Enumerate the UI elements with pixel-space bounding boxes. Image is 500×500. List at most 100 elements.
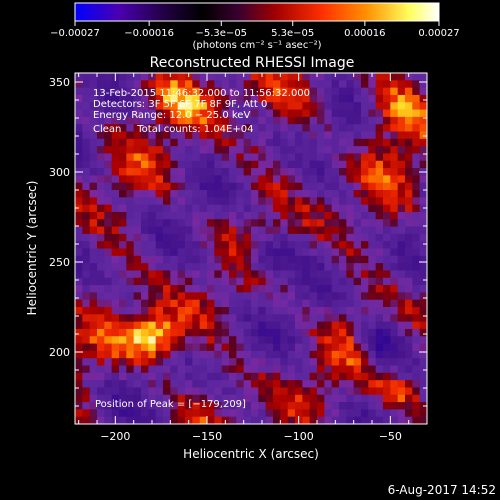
heatmap-cell (221, 175, 230, 184)
heatmap-cell (273, 219, 281, 227)
heatmap-cell (309, 380, 318, 388)
heatmap-cell (214, 277, 223, 286)
heatmap-cell (324, 277, 333, 286)
heatmap-cell (163, 336, 171, 344)
heatmap-cell (346, 182, 355, 191)
heatmap-cell (295, 241, 303, 249)
heatmap-cell (390, 160, 399, 169)
heatmap-cell (141, 131, 149, 140)
heatmap-cell (375, 270, 384, 279)
heatmap-cell (133, 307, 142, 315)
heatmap-cell (353, 299, 362, 308)
heatmap-cell (273, 153, 281, 162)
heatmap-cell (133, 336, 142, 344)
x-tick-label: −200 (100, 430, 130, 443)
heatmap-cell (258, 350, 267, 359)
heatmap-cell (126, 336, 135, 344)
heatmap-cell (287, 73, 296, 81)
heatmap-cell (119, 190, 127, 198)
heatmap-cell (302, 73, 311, 81)
heatmap-cell (397, 102, 406, 110)
heatmap-cell (324, 138, 333, 147)
heatmap-cell (155, 365, 164, 374)
heatmap-cell (192, 299, 201, 308)
heatmap-cell (89, 204, 98, 213)
heatmap-cell (229, 277, 237, 286)
heatmap-cell (163, 116, 171, 125)
heatmap-cell (229, 116, 237, 125)
heatmap-cell (185, 87, 193, 96)
heatmap-cell (302, 175, 311, 184)
heatmap-cell (405, 241, 413, 249)
heatmap-cell (280, 380, 289, 388)
heatmap-cell (236, 394, 245, 403)
heatmap-cell (412, 380, 421, 388)
heatmap-cell (229, 387, 237, 396)
heatmap-cell (236, 416, 245, 425)
heatmap-cell (302, 138, 311, 147)
heatmap-cell (75, 255, 83, 264)
heatmap-cell (155, 307, 164, 315)
heatmap-cell (185, 116, 193, 125)
heatmap-cell (148, 372, 157, 381)
heatmap-cell (229, 175, 237, 184)
heatmap-cell (126, 182, 135, 191)
heatmap-cell (75, 160, 83, 169)
heatmap-cell (258, 263, 267, 271)
heatmap-cell (405, 277, 413, 286)
heatmap-cell (397, 182, 406, 191)
heatmap-cell (177, 102, 186, 110)
heatmap-cell (243, 233, 252, 242)
heatmap-cell (155, 241, 164, 249)
heatmap-cell (82, 190, 91, 198)
colorbar-gradient (74, 2, 440, 22)
heatmap-cell (383, 409, 391, 418)
heatmap-cell (339, 248, 347, 257)
heatmap-cell (280, 168, 289, 176)
heatmap-cell (133, 80, 142, 89)
heatmap-cell (383, 116, 391, 125)
heatmap-cell (273, 102, 281, 110)
heatmap-cell (346, 73, 355, 81)
heatmap-cell (170, 328, 179, 337)
heatmap-cell (163, 204, 171, 213)
heatmap-cell (192, 241, 201, 249)
heatmap-cell (317, 365, 325, 374)
heatmap-cell (119, 255, 127, 264)
heatmap-cell (265, 277, 274, 286)
heatmap-cell (390, 255, 399, 264)
heatmap-cell (148, 182, 157, 191)
heatmap-cell (170, 299, 179, 308)
heatmap-cell (280, 94, 289, 103)
heatmap-cell (119, 197, 127, 206)
heatmap-cell (258, 336, 267, 344)
heatmap-cell (287, 350, 296, 359)
heatmap-cell (185, 409, 193, 418)
heatmap-cell (287, 255, 296, 264)
heatmap-cell (397, 416, 406, 425)
heatmap-cell (192, 350, 201, 359)
heatmap-cell (97, 168, 105, 176)
heatmap-cell (97, 211, 105, 220)
heatmap-cell (265, 380, 274, 388)
heatmap-cell (383, 182, 391, 191)
heatmap-cell (397, 138, 406, 147)
heatmap-cell (229, 380, 237, 388)
heatmap-cell (155, 160, 164, 169)
heatmap-cell (75, 358, 83, 366)
heatmap-cell (295, 138, 303, 147)
heatmap-cell (287, 197, 296, 206)
heatmap-cell (405, 226, 413, 235)
heatmap-cell (229, 321, 237, 330)
heatmap-cell (265, 263, 274, 271)
heatmap-cell (324, 175, 333, 184)
heatmap-cell (251, 211, 259, 220)
heatmap-cell (89, 138, 98, 147)
heatmap-cell (177, 211, 186, 220)
heatmap-cell (177, 146, 186, 154)
heatmap-cell (97, 394, 105, 403)
heatmap-cell (236, 73, 245, 81)
heatmap-cell (383, 124, 391, 132)
heatmap-cell (317, 160, 325, 169)
heatmap-cell (317, 226, 325, 235)
